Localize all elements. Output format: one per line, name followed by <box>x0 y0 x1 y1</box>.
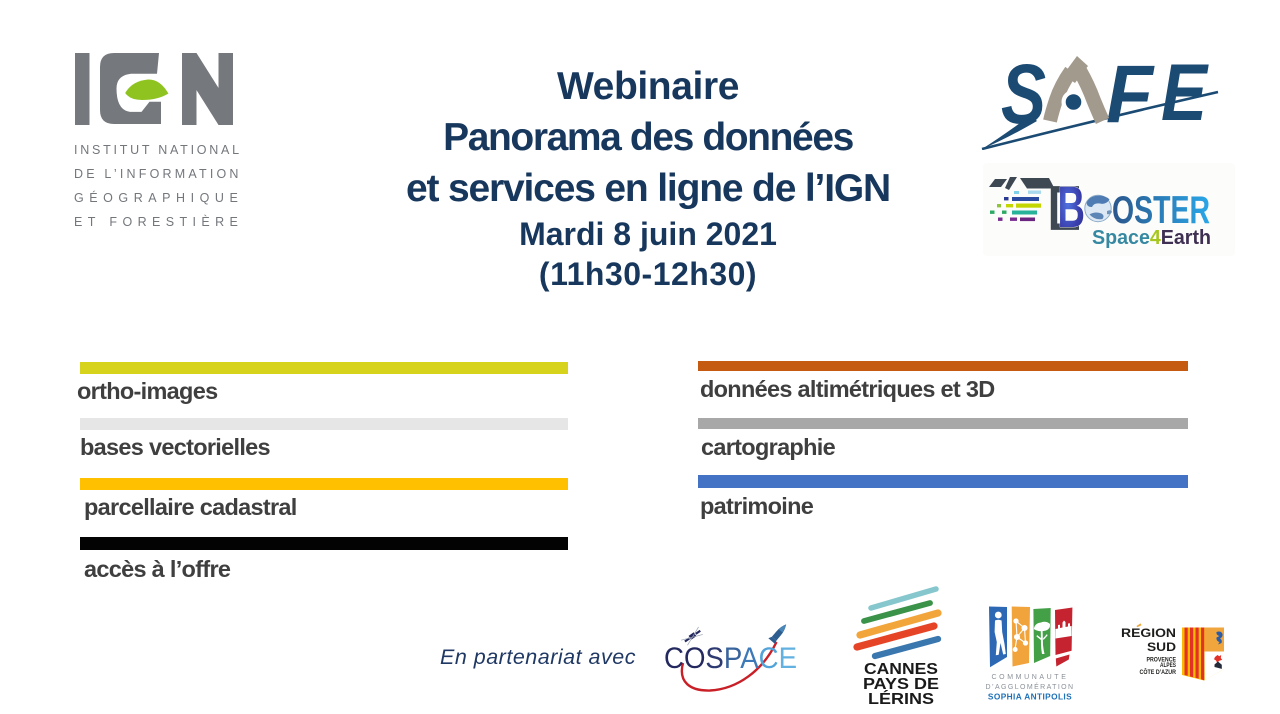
svg-text:CÔTE D’AZUR: CÔTE D’AZUR <box>1140 667 1177 676</box>
svg-text:SUD: SUD <box>1147 640 1177 654</box>
svg-text:COSPACE: COSPACE <box>664 642 797 675</box>
svg-text:PAYS DE: PAYS DE <box>863 676 939 693</box>
svg-text:PROVENCE: PROVENCE <box>1147 656 1177 663</box>
svg-text:OSTER: OSTER <box>1112 189 1210 232</box>
svg-text:CANNES: CANNES <box>864 661 938 678</box>
svg-text:REGION: REGION <box>1121 628 1176 640</box>
svg-text:ALPES: ALPES <box>1160 662 1176 669</box>
svg-text:D’AGGLOMÉRATION: D’AGGLOMÉRATION <box>986 682 1075 691</box>
svg-text:Space4Earth: Space4Earth <box>1092 226 1211 249</box>
svg-text:LÉRINS: LÉRINS <box>868 691 934 708</box>
svg-text:SOPHIA ANTIPOLIS: SOPHIA ANTIPOLIS <box>988 692 1072 702</box>
svg-text:F: F <box>1106 55 1155 140</box>
svg-text:B: B <box>1058 175 1086 240</box>
svg-text:COMMUNAUTE: COMMUNAUTE <box>992 674 1069 681</box>
